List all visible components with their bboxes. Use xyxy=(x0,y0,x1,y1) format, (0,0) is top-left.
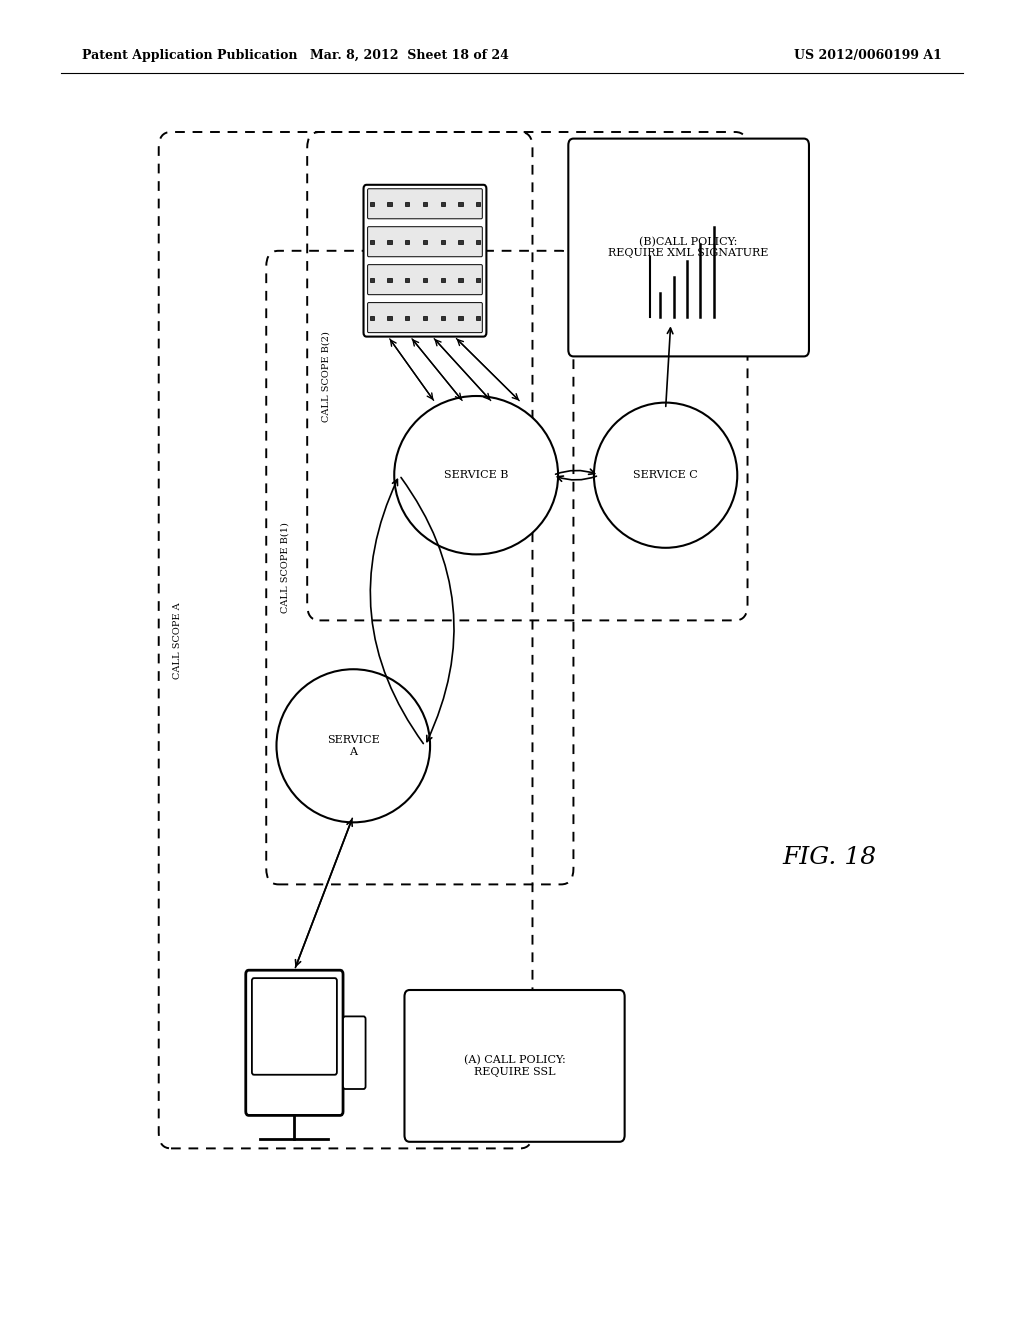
FancyBboxPatch shape xyxy=(440,279,444,282)
Text: US 2012/0060199 A1: US 2012/0060199 A1 xyxy=(795,49,942,62)
FancyBboxPatch shape xyxy=(459,315,463,321)
Ellipse shape xyxy=(394,396,558,554)
FancyBboxPatch shape xyxy=(368,189,482,219)
FancyBboxPatch shape xyxy=(406,315,410,321)
FancyBboxPatch shape xyxy=(246,970,343,1115)
Text: SERVICE B: SERVICE B xyxy=(444,470,508,480)
Text: CALL SCOPE B(2): CALL SCOPE B(2) xyxy=(322,331,330,421)
FancyBboxPatch shape xyxy=(406,202,410,206)
FancyBboxPatch shape xyxy=(459,279,463,282)
FancyBboxPatch shape xyxy=(387,202,391,206)
FancyBboxPatch shape xyxy=(370,202,374,206)
Text: SERVICE
A: SERVICE A xyxy=(327,735,380,756)
FancyBboxPatch shape xyxy=(370,240,374,244)
FancyBboxPatch shape xyxy=(368,227,482,256)
FancyBboxPatch shape xyxy=(387,240,391,244)
Text: CALL SCOPE A: CALL SCOPE A xyxy=(173,602,181,678)
FancyBboxPatch shape xyxy=(387,315,391,321)
FancyBboxPatch shape xyxy=(423,202,427,206)
FancyBboxPatch shape xyxy=(440,240,444,244)
FancyBboxPatch shape xyxy=(423,315,427,321)
FancyBboxPatch shape xyxy=(459,202,463,206)
FancyBboxPatch shape xyxy=(370,279,374,282)
FancyBboxPatch shape xyxy=(368,302,482,333)
FancyBboxPatch shape xyxy=(476,315,480,321)
FancyBboxPatch shape xyxy=(364,185,486,337)
Text: FIG. 18: FIG. 18 xyxy=(782,846,877,870)
FancyBboxPatch shape xyxy=(387,279,391,282)
Text: SERVICE C: SERVICE C xyxy=(633,470,698,480)
FancyBboxPatch shape xyxy=(476,240,480,244)
FancyBboxPatch shape xyxy=(568,139,809,356)
FancyBboxPatch shape xyxy=(404,990,625,1142)
FancyBboxPatch shape xyxy=(406,279,410,282)
FancyBboxPatch shape xyxy=(459,240,463,244)
FancyBboxPatch shape xyxy=(252,978,337,1074)
Text: Mar. 8, 2012  Sheet 18 of 24: Mar. 8, 2012 Sheet 18 of 24 xyxy=(310,49,509,62)
FancyBboxPatch shape xyxy=(440,315,444,321)
FancyBboxPatch shape xyxy=(368,264,482,294)
FancyBboxPatch shape xyxy=(406,240,410,244)
Text: (B)CALL POLICY:
REQUIRE XML SIGNATURE: (B)CALL POLICY: REQUIRE XML SIGNATURE xyxy=(608,236,769,259)
FancyBboxPatch shape xyxy=(423,279,427,282)
Text: CALL SCOPE B(1): CALL SCOPE B(1) xyxy=(281,523,289,612)
Text: (A) CALL POLICY:
REQUIRE SSL: (A) CALL POLICY: REQUIRE SSL xyxy=(464,1055,565,1077)
Ellipse shape xyxy=(276,669,430,822)
Text: Patent Application Publication: Patent Application Publication xyxy=(82,49,297,62)
FancyBboxPatch shape xyxy=(343,1016,366,1089)
FancyBboxPatch shape xyxy=(370,315,374,321)
FancyBboxPatch shape xyxy=(476,202,480,206)
FancyBboxPatch shape xyxy=(476,279,480,282)
FancyBboxPatch shape xyxy=(423,240,427,244)
Ellipse shape xyxy=(594,403,737,548)
FancyBboxPatch shape xyxy=(440,202,444,206)
